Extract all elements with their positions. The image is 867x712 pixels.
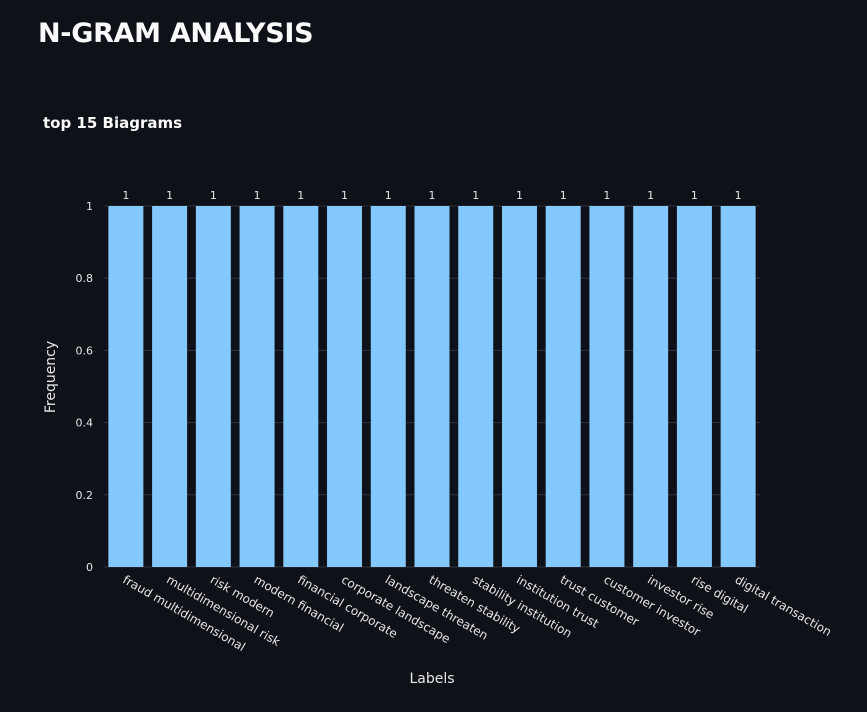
bar-value-label: 1: [735, 189, 742, 202]
bar-value-label: 1: [647, 189, 654, 202]
bar[interactable]: [195, 206, 231, 567]
bar-value-label: 1: [122, 189, 129, 202]
bar[interactable]: [327, 206, 363, 567]
bar[interactable]: [152, 206, 188, 567]
bar[interactable]: [283, 206, 319, 567]
data-labels: 1 1 1 1 1 1 1 1 1 1 1 1 1 1 1: [122, 189, 741, 202]
bar[interactable]: [589, 206, 625, 567]
bar-value-label: 1: [297, 189, 304, 202]
bar-value-label: 1: [341, 189, 348, 202]
x-axis-title: Labels: [409, 671, 454, 687]
y-tick-label: 0: [86, 561, 93, 574]
bar[interactable]: [414, 206, 450, 567]
bar-value-label: 1: [472, 189, 479, 202]
y-axis-ticks: 0 0.2 0.4 0.6 0.8 1: [76, 200, 94, 574]
bars: [108, 206, 756, 567]
bar[interactable]: [239, 206, 275, 567]
bar[interactable]: [108, 206, 144, 567]
bar-value-label: 1: [516, 189, 523, 202]
bar-value-label: 1: [603, 189, 610, 202]
bar-value-label: 1: [429, 189, 436, 202]
bar[interactable]: [633, 206, 669, 567]
bar[interactable]: [720, 206, 756, 567]
bar[interactable]: [370, 206, 406, 567]
y-tick-label: 0.2: [76, 489, 94, 502]
bar-value-label: 1: [254, 189, 261, 202]
y-tick-label: 1: [86, 200, 93, 213]
bar[interactable]: [545, 206, 581, 567]
bar-value-label: 1: [385, 189, 392, 202]
bar-value-label: 1: [691, 189, 698, 202]
bar[interactable]: [458, 206, 494, 567]
y-tick-label: 0.8: [76, 272, 94, 285]
bar-value-label: 1: [166, 189, 173, 202]
y-tick-label: 0.4: [76, 417, 94, 430]
bar[interactable]: [501, 206, 537, 567]
bar[interactable]: [676, 206, 712, 567]
bar-value-label: 1: [210, 189, 217, 202]
page-title: N-GRAM ANALYSIS: [38, 18, 314, 49]
y-tick-label: 0.6: [76, 344, 94, 357]
chart-title: top 15 Biagrams: [43, 114, 183, 132]
bar-value-label: 1: [560, 189, 567, 202]
y-axis-title: Frequency: [43, 341, 59, 413]
